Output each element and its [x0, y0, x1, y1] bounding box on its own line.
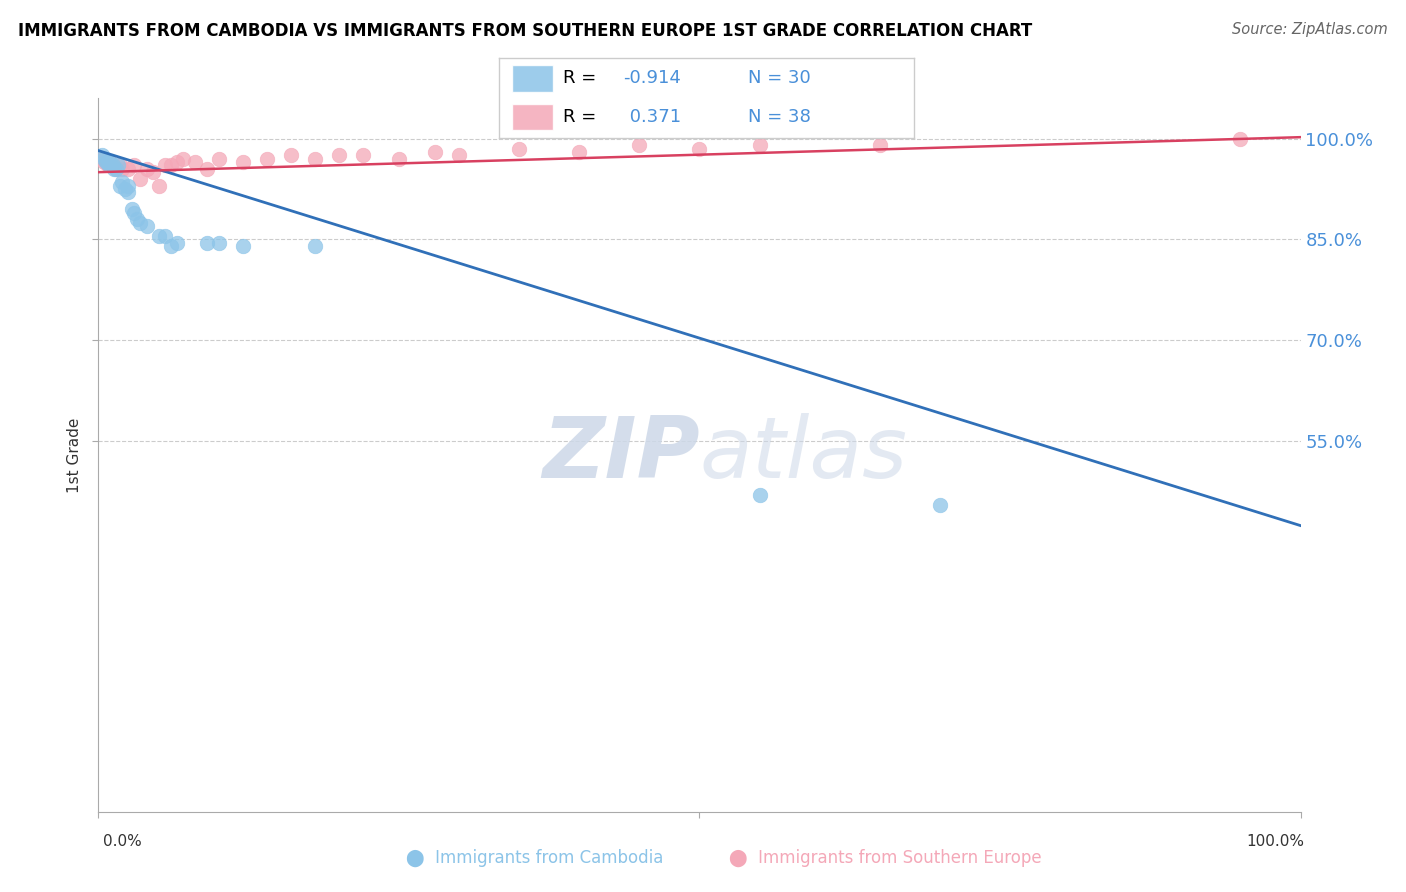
Point	[117, 161, 139, 176]
Point	[195, 161, 218, 176]
Text: R =: R =	[564, 70, 602, 87]
Point	[153, 229, 176, 244]
Point	[117, 186, 139, 200]
Text: -0.914: -0.914	[623, 70, 682, 87]
Point	[208, 235, 231, 250]
Point	[689, 142, 711, 156]
Point	[98, 158, 121, 172]
Point	[108, 158, 131, 172]
Text: R =: R =	[564, 108, 602, 126]
Point	[195, 235, 218, 250]
Point	[628, 138, 651, 153]
Point	[304, 239, 326, 253]
Point	[141, 165, 163, 179]
Text: atlas: atlas	[700, 413, 907, 497]
Point	[94, 155, 117, 169]
Text: ⬤  Immigrants from Southern Europe: ⬤ Immigrants from Southern Europe	[730, 849, 1042, 867]
Point	[232, 155, 254, 169]
Point	[105, 161, 128, 176]
Point	[129, 216, 152, 230]
Point	[423, 145, 446, 159]
Point	[447, 148, 470, 162]
Text: N = 38: N = 38	[748, 108, 811, 126]
Point	[328, 148, 350, 162]
Point	[135, 219, 157, 233]
Point	[100, 155, 122, 169]
Point	[117, 178, 139, 193]
Point	[101, 158, 124, 172]
Point	[153, 158, 176, 172]
Point	[91, 152, 114, 166]
Point	[97, 155, 120, 169]
Point	[108, 178, 131, 193]
Point	[148, 178, 170, 193]
Point	[97, 158, 120, 172]
Point	[748, 488, 770, 502]
Text: 100.0%: 100.0%	[1247, 834, 1305, 849]
Point	[100, 155, 122, 169]
Point	[94, 155, 117, 169]
Text: ZIP: ZIP	[541, 413, 700, 497]
Point	[111, 175, 134, 189]
Bar	[512, 103, 553, 130]
Point	[93, 152, 115, 166]
Point	[208, 152, 231, 166]
Point	[183, 155, 205, 169]
Point	[159, 239, 181, 253]
Point	[869, 138, 891, 153]
Point	[93, 155, 115, 169]
Point	[748, 138, 770, 153]
Point	[124, 158, 146, 172]
Point	[121, 202, 143, 217]
Point	[508, 142, 530, 156]
Text: Source: ZipAtlas.com: Source: ZipAtlas.com	[1232, 22, 1388, 37]
Point	[159, 158, 181, 172]
Point	[129, 172, 152, 186]
Point	[388, 152, 411, 166]
Point	[280, 148, 302, 162]
Point	[166, 155, 188, 169]
Point	[172, 152, 194, 166]
Point	[232, 239, 254, 253]
Point	[1229, 131, 1251, 145]
Text: IMMIGRANTS FROM CAMBODIA VS IMMIGRANTS FROM SOUTHERN EUROPE 1ST GRADE CORRELATIO: IMMIGRANTS FROM CAMBODIA VS IMMIGRANTS F…	[18, 22, 1032, 40]
Text: ⬤  Immigrants from Cambodia: ⬤ Immigrants from Cambodia	[405, 849, 664, 867]
Point	[125, 212, 148, 227]
Point	[135, 161, 157, 176]
Text: N = 30: N = 30	[748, 70, 811, 87]
Text: 0.371: 0.371	[623, 108, 681, 126]
Point	[166, 235, 188, 250]
Text: 0.0%: 0.0%	[103, 834, 142, 849]
Point	[114, 182, 136, 196]
Point	[103, 161, 125, 176]
Point	[352, 148, 374, 162]
Point	[101, 158, 124, 172]
Point	[111, 161, 134, 176]
Point	[107, 158, 129, 172]
Point	[568, 145, 591, 159]
Point	[256, 152, 278, 166]
Y-axis label: 1st Grade: 1st Grade	[67, 417, 83, 492]
Point	[304, 152, 326, 166]
Point	[105, 161, 128, 176]
Point	[91, 148, 114, 162]
Point	[148, 229, 170, 244]
Point	[928, 499, 950, 513]
Bar	[512, 65, 553, 92]
Point	[124, 205, 146, 219]
